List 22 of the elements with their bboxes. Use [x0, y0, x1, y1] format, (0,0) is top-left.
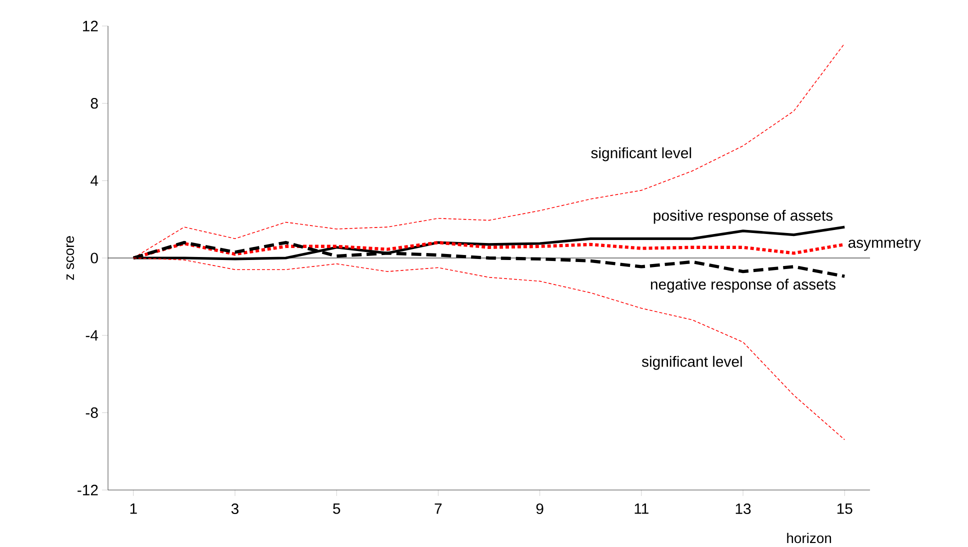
x-tick-label: 7: [434, 503, 442, 514]
series-label: significant level: [591, 147, 692, 162]
y-tick-label: -12: [78, 484, 98, 496]
x-tick-label: 11: [634, 503, 648, 514]
y-tick-label: 8: [90, 98, 98, 109]
x-tick-label: 9: [536, 503, 544, 514]
x-tick-label: 5: [333, 503, 340, 514]
x-tick-label: 3: [231, 503, 239, 514]
x-tick-label: 15: [837, 503, 852, 514]
series-label: asymmetry: [848, 238, 921, 251]
y-tick-label: 12: [83, 20, 98, 32]
y-tick-label: 4: [90, 176, 98, 186]
series-label: positive response of assets: [654, 210, 833, 224]
x-tick-label: 13: [736, 503, 751, 514]
y-axis-title: z score: [66, 236, 74, 280]
y-tick-label: -4: [86, 330, 98, 340]
y-tick-label: -8: [86, 407, 98, 418]
series-label: significant level: [642, 356, 742, 370]
x-tick-label: 1: [130, 503, 137, 514]
x-axis-title: horizon: [787, 532, 832, 544]
y-tick-label: 0: [90, 252, 98, 264]
series-label: negative response of assets: [650, 278, 836, 293]
